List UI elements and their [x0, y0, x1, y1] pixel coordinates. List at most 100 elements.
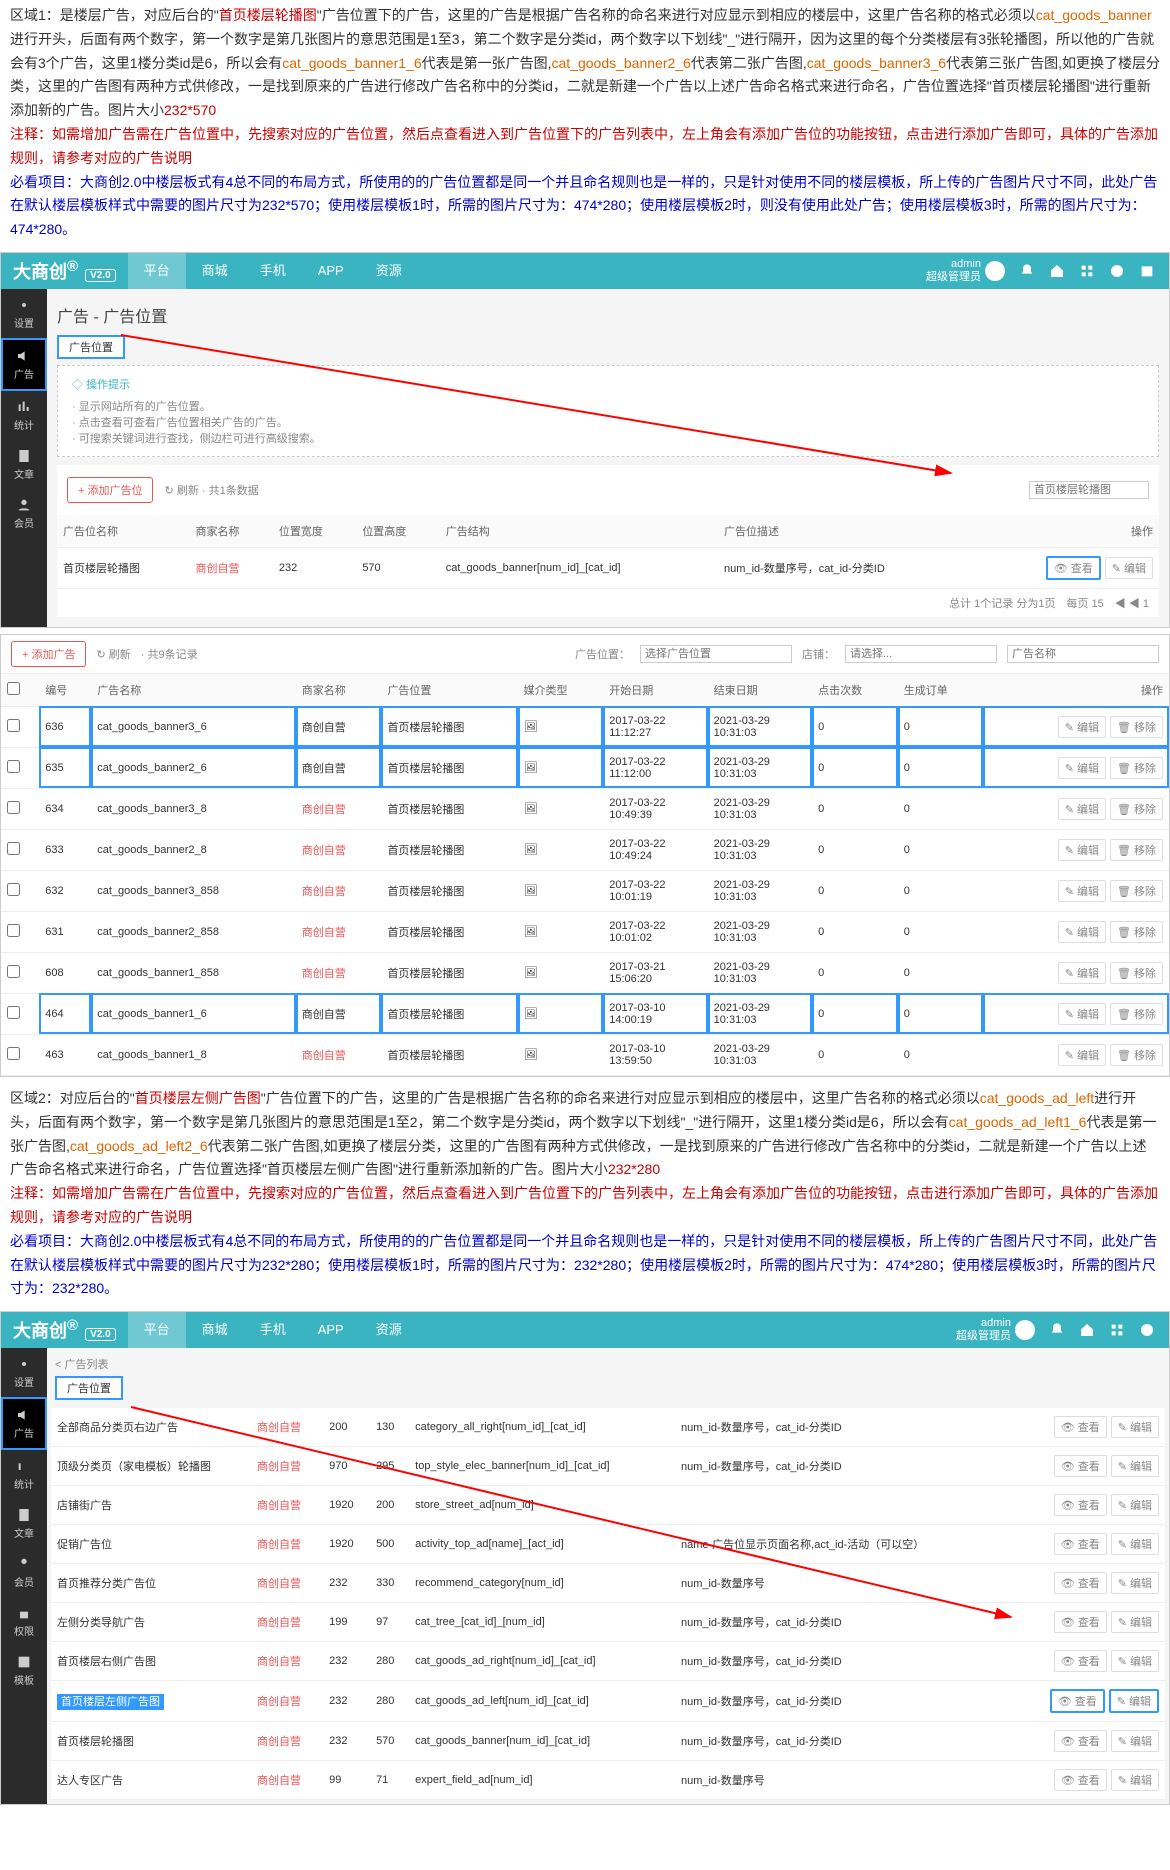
edit-button[interactable]: ✎ 编辑 [1111, 1494, 1159, 1516]
user-badge[interactable]: admin超级管理员 [926, 258, 1005, 284]
view-button[interactable]: 👁 查看 [1054, 1650, 1107, 1672]
nav-resource[interactable]: 资源 [360, 1312, 418, 1348]
filter-name-input[interactable] [1007, 645, 1159, 663]
topbar: 大商创® V2.0 平台 商城 手机 APP 资源 admin超级管理员 [1, 253, 1169, 289]
row-checkbox[interactable] [7, 924, 20, 937]
row-checkbox[interactable] [7, 965, 20, 978]
side-ads[interactable]: 广告 [1, 338, 47, 391]
side-stats[interactable]: 统计 [1, 1450, 47, 1499]
search-input[interactable] [1029, 481, 1149, 499]
edit-button[interactable]: ✎ 编辑 [1058, 798, 1106, 820]
view-button[interactable]: 👁 查看 [1054, 1769, 1107, 1791]
edit-button[interactable]: ✎ 编辑 [1111, 1416, 1159, 1438]
refresh-link[interactable]: ↻ 刷新 [96, 646, 130, 662]
lock-icon [16, 1605, 32, 1621]
refresh-link[interactable]: ↻ 刷新 [165, 485, 199, 497]
row-checkbox[interactable] [7, 842, 20, 855]
speaker-icon [16, 1407, 32, 1423]
side-article[interactable]: 文章 [1, 440, 47, 489]
row-checkbox[interactable] [7, 719, 20, 732]
nav-platform[interactable]: 平台 [128, 1312, 186, 1348]
side-member[interactable]: 会员 [1, 1548, 47, 1597]
home-icon[interactable] [1049, 263, 1065, 279]
filter-position-select[interactable] [640, 645, 792, 663]
delete-button[interactable]: 🗑 移除 [1110, 798, 1163, 820]
row-checkbox[interactable] [7, 1047, 20, 1060]
nav-resource[interactable]: 资源 [360, 253, 418, 289]
edit-button[interactable]: ✎ 编辑 [1111, 1611, 1159, 1633]
edit-button[interactable]: ✎ 编辑 [1111, 1455, 1159, 1477]
view-button[interactable]: 👁 查看 [1054, 1730, 1107, 1752]
nav-mobile[interactable]: 手机 [244, 1312, 302, 1348]
view-button[interactable]: 👁 查看 [1054, 1533, 1107, 1555]
side-template[interactable]: 模板 [1, 1646, 47, 1695]
side-stats[interactable]: 统计 [1, 391, 47, 440]
side-settings[interactable]: 设置 [1, 1348, 47, 1397]
view-button[interactable]: 👁 查看 [1054, 1416, 1107, 1438]
edit-button[interactable]: ✎ 编辑 [1058, 757, 1106, 779]
edit-button[interactable]: ✎ 编辑 [1111, 1650, 1159, 1672]
delete-button[interactable]: 🗑 移除 [1110, 839, 1163, 861]
palette-icon[interactable] [1109, 263, 1125, 279]
select-all-checkbox[interactable] [7, 682, 20, 695]
row-checkbox[interactable] [7, 883, 20, 896]
user-icon [16, 497, 32, 513]
row-checkbox[interactable] [7, 801, 20, 814]
row-checkbox[interactable] [7, 1006, 20, 1019]
nav-app[interactable]: APP [302, 253, 360, 289]
view-button[interactable]: 👁 查看 [1054, 1572, 1107, 1594]
delete-button[interactable]: 🗑 移除 [1110, 1044, 1163, 1066]
edit-button[interactable]: ✎ 编辑 [1058, 921, 1106, 943]
sitemap-icon[interactable] [1079, 263, 1095, 279]
nav-mall[interactable]: 商城 [186, 1312, 244, 1348]
filter-shop-select[interactable] [845, 645, 997, 663]
view-button[interactable]: 👁 查看 [1054, 1494, 1107, 1516]
delete-button[interactable]: 🗑 移除 [1110, 757, 1163, 779]
add-ad-position-button[interactable]: + 添加广告位 [67, 477, 153, 503]
calendar-icon[interactable] [1139, 263, 1155, 279]
sitemap-icon[interactable] [1109, 1322, 1125, 1338]
bell-icon[interactable] [1019, 263, 1035, 279]
edit-button[interactable]: ✎ 编辑 [1105, 557, 1153, 579]
side-member[interactable]: 会员 [1, 489, 47, 538]
nav-platform[interactable]: 平台 [128, 253, 186, 289]
bell-icon[interactable] [1049, 1322, 1065, 1338]
view-button[interactable]: 👁 查看 [1054, 1455, 1107, 1477]
row-checkbox[interactable] [7, 760, 20, 773]
topbar-right: admin超级管理员 [956, 1317, 1169, 1343]
edit-button[interactable]: ✎ 编辑 [1111, 1769, 1159, 1791]
crumb-tab[interactable]: 广告位置 [55, 1376, 123, 1400]
view-button[interactable]: 👁 查看 [1050, 1689, 1105, 1713]
edit-button[interactable]: ✎ 编辑 [1058, 962, 1106, 984]
media-icon: 🖼 [518, 706, 604, 747]
view-button[interactable]: 👁 查看 [1054, 1611, 1107, 1633]
nav-mobile[interactable]: 手机 [244, 253, 302, 289]
edit-button[interactable]: ✎ 编辑 [1058, 1044, 1106, 1066]
user-badge[interactable]: admin超级管理员 [956, 1317, 1035, 1343]
delete-button[interactable]: 🗑 移除 [1110, 921, 1163, 943]
palette-icon[interactable] [1139, 1322, 1155, 1338]
side-article[interactable]: 文章 [1, 1499, 47, 1548]
nav-mall[interactable]: 商城 [186, 253, 244, 289]
side-settings[interactable]: 设置 [1, 289, 47, 338]
edit-button[interactable]: ✎ 编辑 [1111, 1533, 1159, 1555]
edit-button[interactable]: ✎ 编辑 [1058, 716, 1106, 738]
side-permission[interactable]: 权限 [1, 1597, 47, 1646]
home-icon[interactable] [1079, 1322, 1095, 1338]
edit-button[interactable]: ✎ 编辑 [1058, 1003, 1106, 1025]
add-ad-button[interactable]: + 添加广告 [11, 641, 86, 667]
side-ads[interactable]: 广告 [1, 1397, 47, 1450]
delete-button[interactable]: 🗑 移除 [1110, 1003, 1163, 1025]
edit-button[interactable]: ✎ 编辑 [1111, 1730, 1159, 1752]
nav-app[interactable]: APP [302, 1312, 360, 1348]
delete-button[interactable]: 🗑 移除 [1110, 880, 1163, 902]
edit-button[interactable]: ✎ 编辑 [1109, 1689, 1159, 1713]
delete-button[interactable]: 🗑 移除 [1110, 962, 1163, 984]
section1-text: 区域1：是楼层广告，对应后台的"首页楼层轮播图"广告位置下的广告，这里的广告是根… [0, 0, 1170, 246]
crumb-tab[interactable]: 广告位置 [57, 335, 125, 359]
view-button[interactable]: 👁 查看 [1046, 556, 1101, 580]
edit-button[interactable]: ✎ 编辑 [1058, 880, 1106, 902]
edit-button[interactable]: ✎ 编辑 [1058, 839, 1106, 861]
edit-button[interactable]: ✎ 编辑 [1111, 1572, 1159, 1594]
delete-button[interactable]: 🗑 移除 [1110, 716, 1163, 738]
